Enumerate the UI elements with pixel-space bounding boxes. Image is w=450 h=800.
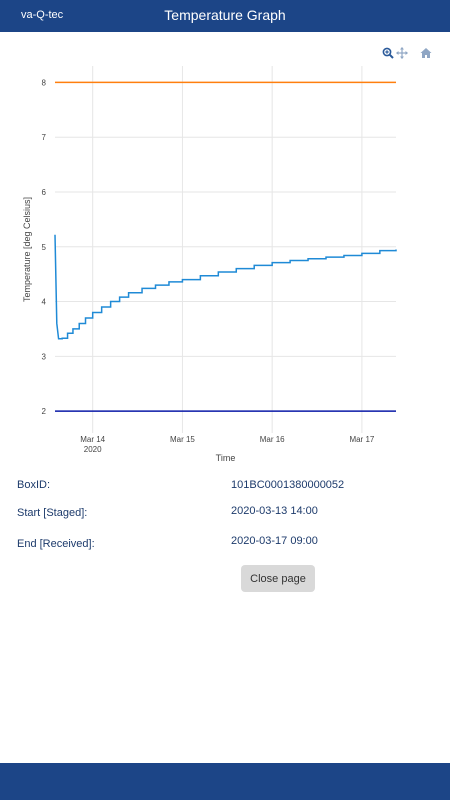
- y-tick-label: 3: [42, 352, 47, 361]
- home-icon[interactable]: [418, 45, 434, 61]
- boxid-label: BoxID:: [17, 479, 51, 491]
- y-tick-label: 5: [42, 243, 47, 252]
- top-bar: va-Q-tec Temperature Graph: [0, 0, 450, 32]
- series-line-temperature: [54, 234, 397, 340]
- chart-modebar: [380, 45, 432, 61]
- pan-icon[interactable]: [394, 45, 410, 61]
- end-label: End [Received]:: [17, 538, 95, 550]
- x-tick-sublabel: 2020: [84, 445, 102, 454]
- x-tick-label: Mar 15: [170, 435, 195, 444]
- y-tick-label: 6: [42, 188, 47, 197]
- y-axis-label: Temperature [deg Celsius]: [22, 197, 32, 302]
- bottom-bar: [0, 763, 450, 800]
- zoom-icon[interactable]: [380, 45, 396, 61]
- start-value: 2020-03-13 14:00: [231, 505, 318, 517]
- x-tick-label: Mar 16: [260, 435, 285, 444]
- y-tick-label: 8: [42, 78, 47, 87]
- x-tick-label: Mar 14: [80, 435, 105, 444]
- boxid-value: 101BC0001380000052: [231, 479, 345, 491]
- y-tick-label: 4: [42, 298, 47, 307]
- x-axis-label: Time: [216, 453, 236, 463]
- close-page-button[interactable]: Close page: [241, 565, 315, 592]
- x-tick-label: Mar 17: [349, 435, 374, 444]
- start-label: Start [Staged]:: [17, 507, 88, 519]
- page-title: Temperature Graph: [164, 7, 286, 23]
- y-tick-label: 7: [42, 133, 47, 142]
- end-value: 2020-03-17 09:00: [231, 535, 318, 547]
- y-tick-label: 2: [42, 407, 47, 416]
- brand-label: va-Q-tec: [21, 9, 64, 21]
